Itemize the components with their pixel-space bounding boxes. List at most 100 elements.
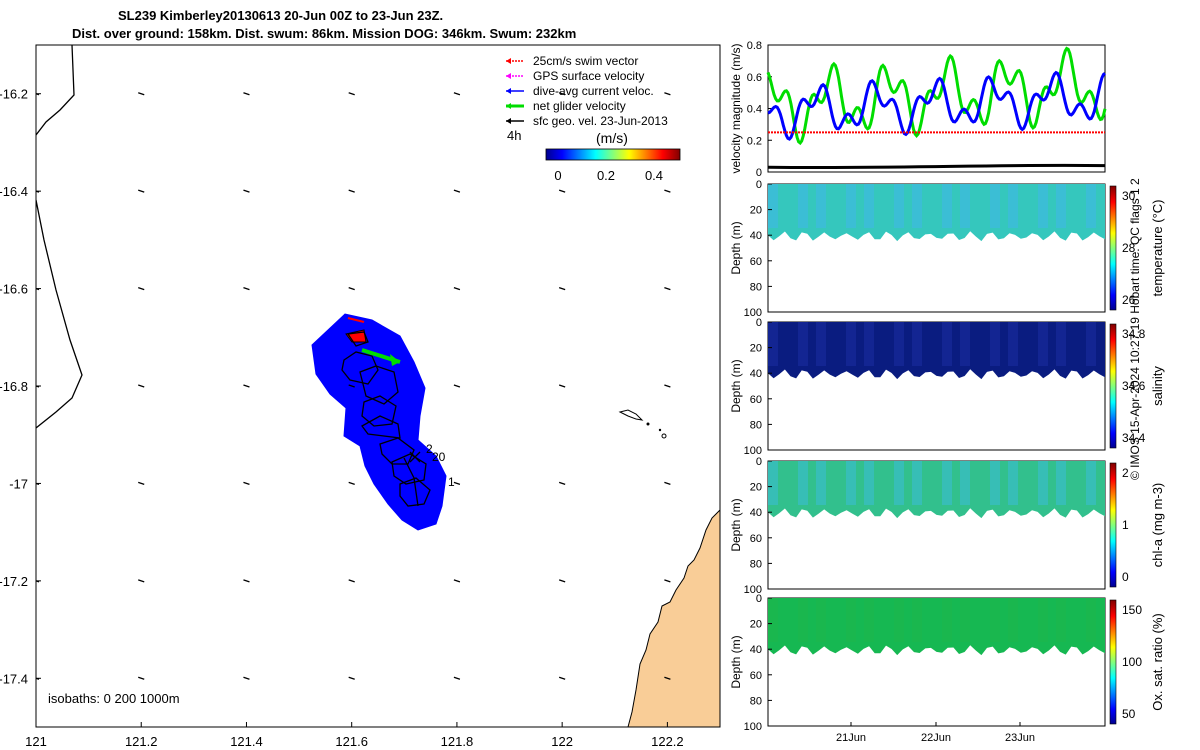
map-x-tick-label: 121.8 <box>441 734 474 749</box>
legend-item-label: 25cm/s swim vector <box>533 54 638 68</box>
geo-velocity-arrow <box>664 286 671 291</box>
geo-velocity-arrow <box>453 579 461 583</box>
depth-tick-label: 20 <box>750 482 762 494</box>
geo-velocity-arrow <box>558 189 566 193</box>
profile-stripe <box>846 598 856 642</box>
colorbar-label: temperature (°C) <box>1150 200 1165 297</box>
colorbar-tick-label: 150 <box>1122 603 1142 617</box>
geo-velocity-arrow <box>558 481 566 486</box>
profile-stripe <box>1008 461 1018 505</box>
legend-item-label: dive-avg current veloc. <box>533 84 654 98</box>
depth-tick-label: 100 <box>744 721 762 733</box>
depth-tick-label: 60 <box>750 533 762 545</box>
depth-tick-label: 80 <box>750 419 762 431</box>
depth-tick-label: 0 <box>756 456 762 468</box>
map-x-tick-label: 121.2 <box>125 734 158 749</box>
geo-velocity-arrow <box>36 190 40 193</box>
velocity-y-tick-label: 0.8 <box>747 40 762 52</box>
profile-stripe <box>864 322 874 366</box>
map-y-ticks: -16.2 -16.4 -16.6 -16.8 -17 -17.2 -17.4 <box>0 87 41 686</box>
geo-velocity-arrow <box>36 482 40 486</box>
profile-colorbar <box>1109 462 1117 588</box>
profile-stripe <box>990 322 1000 366</box>
speed-colorbar-ticks: 0 0.2 0.4 <box>554 168 663 183</box>
geo-velocity-arrow <box>664 579 671 583</box>
map-y-tick-label: -17 <box>9 476 28 491</box>
geo-velocity-arrow <box>348 286 355 291</box>
geo-velocity-arrow <box>138 92 145 96</box>
depth-tick-label: 40 <box>750 507 762 519</box>
depth-tick-label: 100 <box>744 307 762 319</box>
legend-item-label: GPS surface velocity <box>533 69 644 83</box>
profile-stripe <box>864 598 874 642</box>
profile-stripe <box>960 598 970 642</box>
geo-velocity-arrow <box>348 676 355 680</box>
legend-item-label: sfc geo. vel. 23-Jun-2013 <box>533 114 668 128</box>
profile-stripe <box>768 461 778 505</box>
depth-tick-label: 60 <box>750 670 762 682</box>
profile-stripe <box>912 322 922 366</box>
profile-stripe <box>942 322 952 366</box>
geo-velocity-arrow <box>243 189 250 193</box>
map-panel: 2 20 1 121 121.2 121.4 121.6 121.8 122 122.2 -… <box>0 44 721 749</box>
colorbar-tick-label: 34.6 <box>1122 379 1146 393</box>
isobath-line <box>36 199 83 429</box>
colorbar-tick-label: 0.2 <box>597 168 615 183</box>
profile-stripe <box>894 184 904 228</box>
map-x-tick-label: 122 <box>551 734 573 749</box>
colorbar-tick-label: 0.4 <box>645 168 663 183</box>
map-y-tick-label: -16.6 <box>0 282 28 297</box>
depth-axis-label: Depth (m) <box>729 498 743 551</box>
profile-stripe <box>864 461 874 505</box>
geo-velocity-arrow <box>138 286 145 291</box>
profile-stripe <box>990 598 1000 642</box>
geo-velocity-arrow <box>558 676 566 680</box>
geo-velocity-arrow <box>558 579 566 583</box>
profile-stripe <box>990 184 1000 228</box>
geo-velocity-arrow <box>453 481 461 486</box>
profile-stripe <box>1086 322 1096 366</box>
map-x-tick-label: 122.2 <box>651 734 684 749</box>
profile-stripe <box>798 598 808 642</box>
profile-stripe <box>894 461 904 505</box>
colorbar-label: salinity <box>1150 366 1165 406</box>
profile-stripe <box>768 322 778 366</box>
profile-stripe <box>846 461 856 505</box>
profile-stripe <box>1008 598 1018 642</box>
profile-stripe <box>960 322 970 366</box>
geo-velocity-arrow <box>348 481 355 486</box>
profile-stripe <box>816 598 826 642</box>
map-x-ticks: 121 121.2 121.4 121.6 121.8 122 122.2 <box>25 722 684 749</box>
map-y-tick-label: -16.4 <box>0 184 28 199</box>
depth-tick-label: 80 <box>750 281 762 293</box>
profile-colorbar <box>1109 185 1117 311</box>
depth-tick-label: 100 <box>744 445 762 457</box>
colorbar-tick-label: 50 <box>1122 707 1136 721</box>
depth-axis-label: Depth (m) <box>729 635 743 688</box>
geo-velocity-arrow <box>138 676 145 680</box>
geo-velocity-arrow <box>453 286 461 291</box>
geo-velocity-arrow <box>243 384 250 388</box>
profile-stripe <box>990 461 1000 505</box>
map-y-tick-label: -16.8 <box>0 379 28 394</box>
time-tick-label: 21Jun <box>836 732 866 744</box>
velocity-y-tick-label: 0 <box>756 167 762 179</box>
profile-stripe <box>942 184 952 228</box>
velocity-y-tick-label: 0.6 <box>747 72 762 84</box>
geo-velocity-arrow <box>243 676 250 680</box>
colorbar-label: Ox. sat. ratio (%) <box>1150 613 1165 711</box>
geo-velocity-arrows <box>36 92 671 680</box>
colorbar-tick-label: 34.4 <box>1122 431 1146 445</box>
profile-stripe <box>1038 322 1048 366</box>
depth-tick-label: 0 <box>756 593 762 605</box>
glider-track <box>341 331 431 507</box>
geo-velocity-arrow <box>138 481 145 486</box>
profile-stripe <box>1038 184 1048 228</box>
profile-stripe <box>846 184 856 228</box>
position-marker <box>409 451 421 463</box>
current-velocity-line <box>767 70 1106 141</box>
depth-tick-label: 100 <box>744 584 762 596</box>
